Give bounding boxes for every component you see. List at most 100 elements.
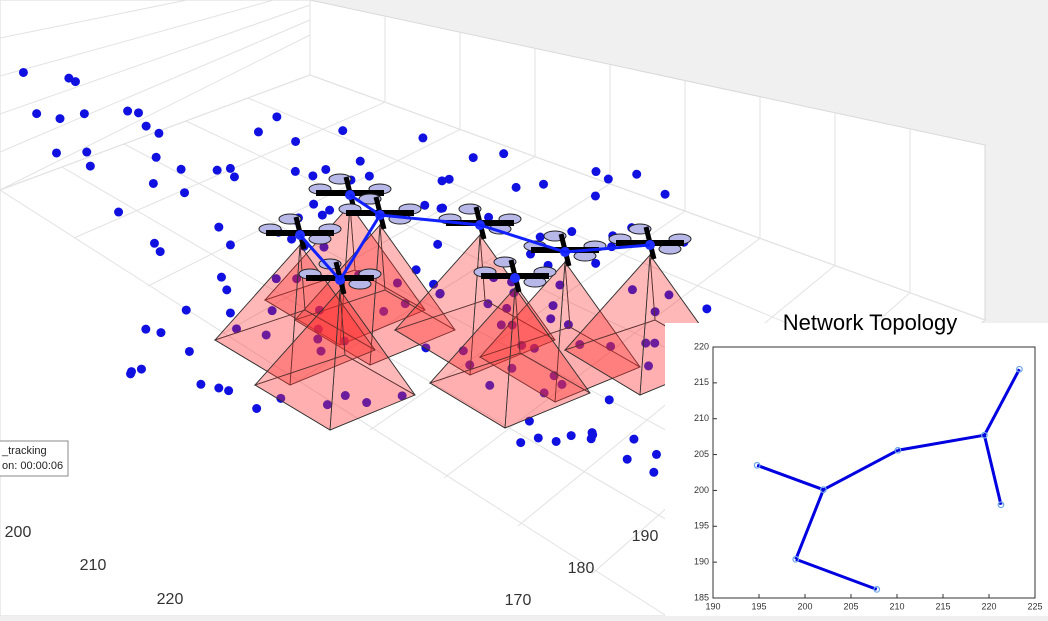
floor-grid bbox=[443, 237, 761, 479]
target-dot bbox=[212, 165, 222, 175]
y-tick-label: 185 bbox=[694, 592, 709, 602]
target-dot bbox=[271, 274, 281, 284]
node bbox=[792, 555, 800, 563]
target-dot bbox=[650, 307, 660, 317]
target-dot bbox=[222, 285, 232, 295]
target-dot bbox=[55, 114, 65, 124]
target-dot bbox=[291, 136, 301, 146]
node bbox=[1015, 365, 1023, 373]
chart-title: Network Topology bbox=[783, 310, 957, 335]
target-dot bbox=[539, 179, 549, 189]
target-dot bbox=[52, 148, 62, 158]
target-dot bbox=[225, 308, 235, 318]
target-dot bbox=[180, 188, 190, 198]
target-dot bbox=[340, 391, 350, 401]
target-dot bbox=[214, 383, 224, 393]
target-dot bbox=[321, 164, 331, 174]
datatip-box bbox=[0, 440, 69, 477]
y-tick-label: 190 bbox=[632, 528, 659, 545]
y-tick-label: 195 bbox=[694, 521, 709, 531]
sensor-cone bbox=[253, 288, 416, 431]
node bbox=[873, 585, 881, 593]
target-dot bbox=[557, 379, 567, 389]
y-tick-label: 215 bbox=[694, 377, 709, 387]
drone bbox=[258, 213, 342, 250]
target-dot bbox=[590, 191, 600, 201]
target-dot bbox=[355, 156, 365, 166]
edge bbox=[897, 433, 985, 452]
wall-grid bbox=[0, 0, 190, 39]
link-3d bbox=[338, 214, 382, 281]
target-dot bbox=[82, 147, 92, 157]
target-dot bbox=[591, 258, 601, 268]
y-tick-label: 220 bbox=[694, 341, 709, 351]
target-dot bbox=[629, 434, 639, 444]
target-dot bbox=[176, 164, 186, 174]
target-dot bbox=[316, 346, 326, 356]
link-3d bbox=[349, 193, 381, 217]
drone bbox=[608, 223, 692, 260]
target-dot bbox=[308, 171, 318, 181]
target-dot bbox=[216, 272, 226, 282]
cone-face bbox=[429, 286, 516, 429]
target-dot bbox=[651, 449, 661, 459]
target-dot bbox=[322, 400, 332, 410]
floor-grid bbox=[0, 189, 666, 616]
target-dot bbox=[313, 324, 323, 334]
target-dot bbox=[535, 232, 545, 242]
target-dot bbox=[292, 274, 302, 284]
inset-background bbox=[665, 323, 1048, 616]
target-dot bbox=[484, 212, 494, 222]
x-tick-label: 215 bbox=[935, 601, 950, 611]
target-dot bbox=[563, 320, 573, 330]
target-dot bbox=[496, 320, 506, 330]
target-dot bbox=[533, 433, 543, 443]
target-dot bbox=[588, 430, 598, 440]
target-dot bbox=[339, 336, 349, 346]
target-dot bbox=[319, 242, 329, 252]
target-dot bbox=[151, 152, 161, 162]
datatip-text: _tracking bbox=[1, 445, 47, 457]
target-dot bbox=[429, 279, 439, 289]
target-dot bbox=[136, 364, 146, 374]
target-dot bbox=[516, 438, 526, 448]
floor-grid bbox=[61, 166, 730, 557]
target-dot bbox=[252, 403, 262, 413]
sensor-cone bbox=[428, 286, 591, 429]
node bbox=[753, 461, 761, 469]
y-tick-label: 205 bbox=[694, 449, 709, 459]
target-dot bbox=[664, 290, 674, 300]
target-dot bbox=[483, 299, 493, 309]
x-tick-label: 195 bbox=[751, 601, 766, 611]
target-dot bbox=[539, 388, 549, 398]
x-tick-label: 225 bbox=[1027, 601, 1042, 611]
target-dot bbox=[364, 171, 374, 181]
node bbox=[820, 486, 827, 494]
floor-grid bbox=[309, 74, 986, 321]
target-dot bbox=[604, 395, 614, 405]
link-3d bbox=[479, 223, 566, 254]
target-dot bbox=[214, 222, 224, 232]
target-dot bbox=[392, 278, 402, 288]
target-dot bbox=[154, 128, 164, 138]
wall-grid bbox=[0, 34, 311, 191]
x-tick-label: 220 bbox=[157, 591, 184, 608]
target-dot bbox=[253, 127, 263, 137]
network-topology-figure: Network Topology 190 195 200 205 210 215 220 22… bbox=[665, 310, 1048, 616]
target-dot bbox=[156, 328, 166, 338]
target-dot bbox=[591, 167, 601, 177]
datatip[interactable]: _tracking on: 00:00:06 bbox=[0, 440, 69, 477]
target-dot bbox=[309, 199, 319, 209]
x-tick-label: 220 bbox=[981, 601, 996, 611]
drone-center bbox=[510, 273, 520, 283]
drone bbox=[338, 193, 422, 230]
wall-grid bbox=[0, 4, 311, 115]
node bbox=[894, 446, 902, 454]
y-tick-label: 180 bbox=[568, 560, 595, 577]
floor-grid bbox=[295, 183, 611, 383]
edge bbox=[795, 557, 878, 591]
cone-face bbox=[254, 288, 341, 431]
target-dot bbox=[511, 182, 521, 192]
target-dot bbox=[272, 112, 282, 122]
